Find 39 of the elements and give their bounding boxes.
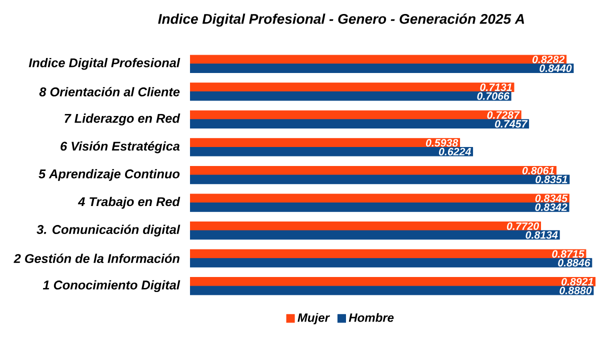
y-tick-label: 8 Orientación al Cliente [39, 86, 180, 96]
data-label: 0.7287 [487, 111, 520, 119]
y-tick-label: 2 Gestión de la Información [14, 254, 180, 264]
data-label: 0.7131 [480, 84, 512, 92]
y-tick-label: 5 Aprendizaje Continuo [38, 169, 180, 181]
data-label: 0.8846 [558, 258, 590, 267]
y-tick-label: Indice Digital Profesional [28, 58, 180, 70]
bar [190, 174, 570, 184]
data-label: 0.6224 [438, 148, 471, 156]
y-tick-label: 7 Liderazgo en Red [64, 114, 180, 126]
data-label: 0.8440 [540, 64, 572, 72]
bar [190, 146, 474, 156]
data-label: 0.8345 [535, 194, 568, 202]
y-tick-label: 3. Comunicación digital [36, 224, 180, 237]
data-label: 0.8880 [560, 286, 592, 294]
data-label: 0.8342 [535, 203, 568, 211]
bar [190, 230, 560, 240]
data-label: 0.8134 [526, 231, 558, 239]
y-tick-label: 4 Trabajo en Red [78, 196, 180, 209]
data-label: 0.8061 [522, 166, 554, 174]
bar [190, 119, 530, 129]
legend-label: Hombre [348, 313, 394, 322]
data-label: 0.8282 [532, 56, 565, 64]
data-label: 0.7066 [477, 92, 510, 100]
y-tick-label: 6 Visión Estratégica [60, 141, 180, 154]
data-label: 0.7457 [494, 120, 528, 128]
y-tick-label: 1 Conocimiento Digital [42, 280, 180, 292]
bar [190, 258, 592, 268]
data-label: 0.5938 [426, 139, 458, 147]
data-label: 0.7720 [506, 222, 540, 230]
data-label: 0.8715 [552, 250, 584, 258]
bar [190, 286, 594, 296]
legend-label: Mujer [298, 313, 330, 324]
chart-title: Indice Digital Profesional - Genero - Generación 2025 A [158, 13, 524, 27]
data-label: 0.8921 [562, 278, 594, 286]
bar [190, 202, 570, 212]
bar [190, 91, 512, 101]
data-label: 0.8351 [536, 176, 568, 184]
bar [190, 64, 574, 73]
